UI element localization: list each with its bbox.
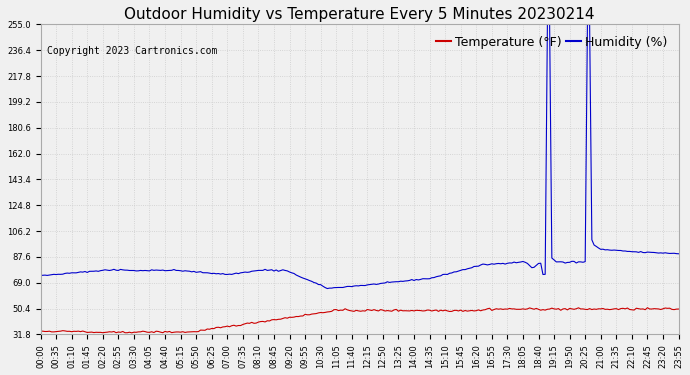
Text: Copyright 2023 Cartronics.com: Copyright 2023 Cartronics.com [47,46,217,56]
Title: Outdoor Humidity vs Temperature Every 5 Minutes 20230214: Outdoor Humidity vs Temperature Every 5 … [124,7,595,22]
Legend: Temperature (°F), Humidity (%): Temperature (°F), Humidity (%) [431,31,672,54]
